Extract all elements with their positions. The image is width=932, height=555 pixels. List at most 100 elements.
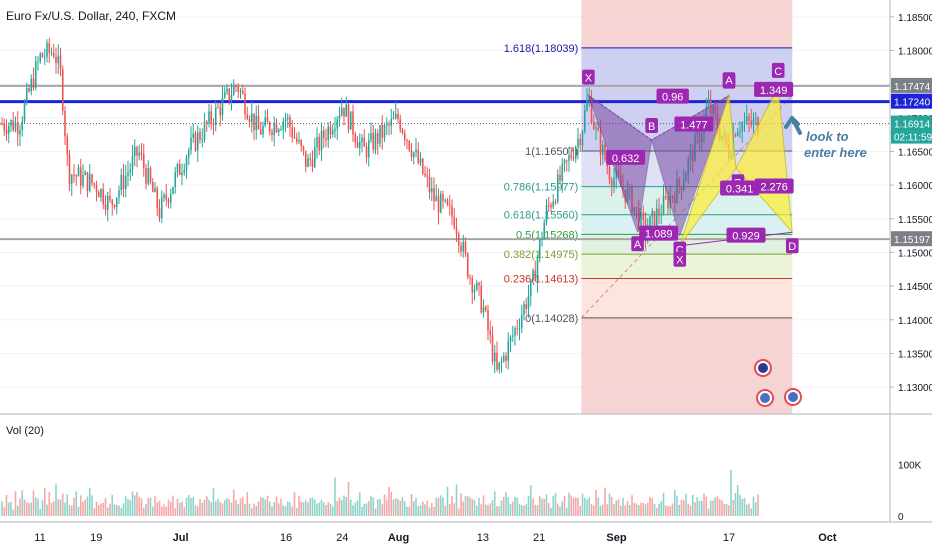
volume-bar: [448, 503, 451, 516]
candle-body: [82, 175, 84, 186]
candle-body: [415, 149, 417, 153]
volume-bar: [309, 497, 312, 516]
fib-band: [581, 278, 793, 318]
volume-bar: [138, 496, 141, 516]
volume-bar: [235, 500, 237, 516]
volume-bar: [556, 503, 559, 516]
volume-bar: [727, 505, 730, 516]
time-tick-label: 24: [336, 532, 348, 544]
volume-bar: [28, 503, 30, 516]
candle-body: [131, 156, 134, 170]
candle-body: [217, 107, 219, 109]
candle-body: [475, 282, 478, 290]
volume-bar: [311, 497, 314, 516]
fib-level-label: 1(1.16507): [525, 146, 578, 158]
volume-bar: [437, 497, 440, 516]
candle-body: [417, 149, 420, 164]
candle-body: [30, 78, 33, 92]
volume-bar: [509, 504, 512, 516]
price-tick-label: 1.13000: [898, 383, 932, 394]
volume-bar: [196, 506, 199, 516]
volume-bar: [208, 499, 210, 516]
volume-bar: [394, 498, 397, 516]
volume-bar: [336, 501, 339, 516]
volume-bar: [255, 505, 258, 516]
pattern2-ratio-bg: [674, 116, 714, 132]
candle-body: [349, 111, 352, 130]
candle-body: [739, 131, 741, 133]
volume-bar: [289, 502, 291, 516]
volume-bar: [460, 493, 462, 516]
volume-bar: [149, 497, 152, 516]
volume-bar: [592, 505, 595, 516]
candle-body: [493, 352, 496, 362]
volume-bar: [428, 507, 431, 516]
level-price-label: 1.15197: [894, 235, 931, 246]
volume-bar: [401, 496, 404, 516]
candle-body: [338, 115, 341, 120]
candle-body: [511, 335, 514, 337]
candle-body: [448, 204, 451, 206]
volume-bar: [644, 504, 647, 516]
candle-body: [568, 155, 570, 161]
volume-bar: [583, 497, 586, 516]
volume-bar: [577, 497, 579, 516]
candle-body: [471, 277, 474, 293]
volume-bar: [75, 491, 78, 516]
candle-body: [57, 55, 60, 64]
pattern2-point-x: X: [676, 255, 684, 267]
volume-bar: [55, 484, 57, 516]
candle-body: [259, 129, 262, 135]
volume-bar: [743, 497, 746, 516]
volume-bar: [88, 487, 91, 516]
candle-body: [124, 175, 127, 189]
volume-bar: [532, 498, 534, 516]
volume-bar: [417, 505, 420, 516]
event-flags[interactable]: [754, 359, 802, 407]
volume-bar: [361, 507, 363, 516]
volume-bar: [453, 503, 456, 516]
candle-body: [52, 52, 55, 57]
volume-bar: [392, 499, 395, 516]
candle-body: [100, 189, 102, 198]
volume-bar: [723, 504, 726, 516]
volume-bar: [219, 501, 222, 516]
volume-bar: [214, 501, 217, 516]
time-tick-label: 19: [90, 532, 102, 544]
candle-body: [500, 360, 503, 363]
time-axis[interactable]: 11 19 Jul 16 24 Aug 13 21 Sep 17 Oct: [34, 532, 837, 544]
candle-body: [428, 176, 431, 193]
volume-bar: [264, 499, 267, 516]
candle-body: [736, 131, 739, 136]
volume-bar: [181, 501, 183, 516]
candle-body: [595, 127, 597, 129]
pattern1-point-a: A: [634, 239, 642, 251]
candle-body: [451, 205, 453, 217]
volume-bar: [581, 493, 584, 516]
volume-bar: [520, 505, 523, 516]
candle-body: [597, 127, 600, 131]
volume-bar: [57, 499, 60, 516]
volume-bar: [397, 499, 399, 516]
candle-body: [183, 169, 186, 173]
volume-bar: [318, 502, 321, 516]
volume-bar: [3, 507, 6, 516]
candle-body: [73, 174, 75, 176]
candle-body: [426, 175, 429, 177]
volume-bar: [122, 503, 125, 516]
pattern1-ratio: 0.632: [612, 153, 640, 165]
volume-bar: [439, 495, 442, 516]
volume-bar: [655, 507, 658, 516]
volume-bar: [113, 504, 116, 516]
candle-body: [262, 125, 264, 135]
candle-body: [115, 197, 118, 208]
candle-body: [91, 174, 93, 184]
volume-bar: [424, 504, 426, 516]
volume-bar: [586, 499, 588, 516]
volume-bar: [667, 506, 669, 516]
candle-body: [3, 124, 6, 130]
volume-bar: [370, 496, 372, 516]
candle-body: [7, 125, 10, 134]
volume-bar: [250, 508, 253, 516]
